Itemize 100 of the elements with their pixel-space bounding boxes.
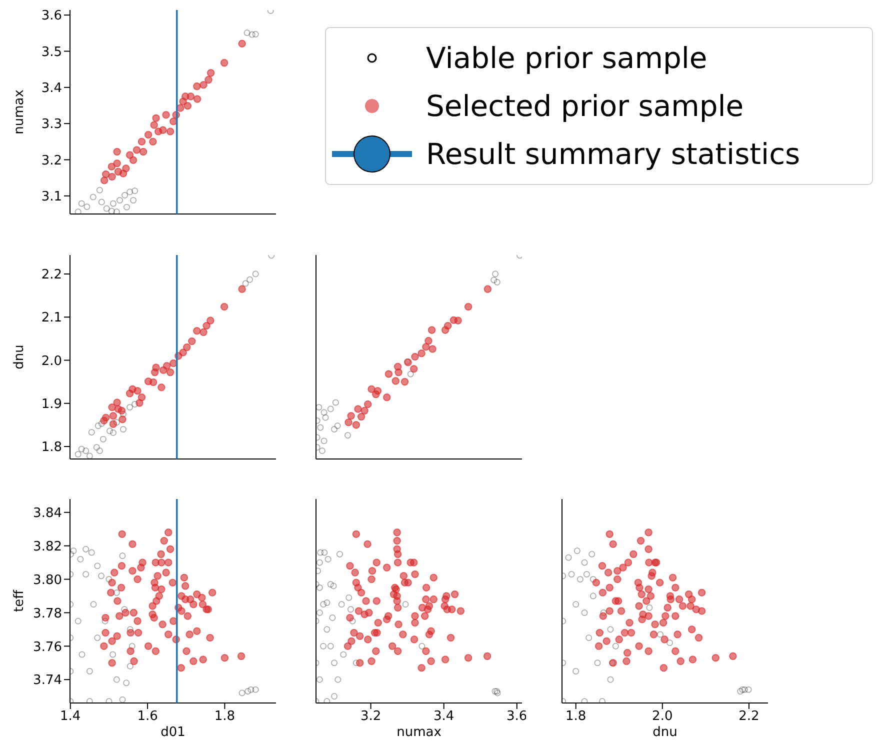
y-axis-title: dnu — [12, 344, 27, 370]
point — [162, 110, 170, 119]
y-tick-label: 3.82 — [33, 539, 62, 554]
point — [484, 285, 492, 293]
y-tick-label: 2.1 — [41, 310, 62, 326]
point — [364, 400, 372, 408]
point — [357, 412, 366, 421]
point — [102, 414, 110, 422]
point — [220, 302, 228, 311]
x-tick-label: 1.8 — [214, 709, 236, 724]
point — [384, 370, 393, 378]
point — [444, 322, 452, 330]
y-tick-label: 3.6 — [41, 8, 62, 24]
point — [122, 164, 130, 172]
point — [238, 285, 246, 293]
point — [193, 95, 202, 103]
x-axis-title: d01 — [160, 725, 186, 740]
point — [132, 146, 141, 154]
point — [206, 69, 215, 77]
point — [344, 418, 352, 426]
y-axis-title: teff — [12, 590, 27, 612]
point — [374, 386, 382, 395]
x-tick-label: 3.4 — [433, 709, 454, 724]
point — [428, 326, 436, 334]
y-tick-label: 1.8 — [41, 440, 62, 456]
point — [158, 384, 166, 392]
point — [166, 128, 174, 136]
point — [102, 170, 110, 178]
point — [182, 343, 191, 352]
x-tick-label: 3.6 — [506, 709, 528, 724]
point — [138, 138, 146, 146]
point — [411, 352, 419, 361]
x-tick-label: 1.6 — [137, 709, 158, 724]
x-tick-label: 3.2 — [360, 709, 382, 724]
point — [149, 378, 158, 386]
x-tick-label: 2.0 — [652, 709, 673, 724]
point — [150, 121, 158, 129]
point — [134, 386, 142, 395]
point — [206, 316, 214, 324]
point — [113, 159, 121, 168]
x-tick-label: 1.8 — [566, 709, 586, 724]
point — [179, 348, 187, 356]
point — [202, 322, 210, 330]
point — [152, 364, 160, 372]
point — [464, 302, 472, 311]
point — [193, 327, 201, 335]
point — [109, 420, 118, 428]
point — [352, 421, 360, 429]
point — [193, 82, 201, 90]
x-axis-title: numax — [396, 725, 442, 740]
point — [382, 393, 391, 402]
point — [204, 76, 212, 84]
y-tick-label: 3.4 — [41, 81, 62, 96]
point — [238, 40, 246, 48]
y-tick-label: 1.9 — [41, 396, 62, 412]
point — [113, 398, 121, 406]
point — [188, 337, 196, 346]
y-tick-label: 3.5 — [41, 44, 62, 60]
point — [400, 378, 409, 386]
y-tick-label: 3.3 — [41, 117, 62, 132]
y-tick-label: 2.0 — [41, 354, 62, 369]
point — [354, 405, 362, 413]
x-axis-title: dnu — [652, 725, 678, 740]
y-tick-label: 3.2 — [41, 153, 62, 168]
y-tick-label: 3.74 — [33, 673, 62, 688]
point — [454, 316, 462, 324]
point — [139, 148, 148, 156]
point — [347, 412, 355, 420]
point — [428, 345, 436, 353]
point — [200, 80, 208, 89]
point — [418, 349, 426, 358]
point — [360, 406, 368, 415]
point — [113, 148, 121, 156]
point — [184, 102, 192, 110]
point — [200, 328, 208, 336]
x-tick-label: 1.4 — [60, 709, 81, 724]
point — [424, 336, 432, 345]
point — [166, 368, 174, 376]
legend-label: Selected prior sample — [426, 89, 744, 123]
point — [392, 377, 400, 385]
x-tick-label: 2.2 — [738, 709, 760, 724]
point — [109, 412, 118, 420]
point — [108, 172, 116, 181]
point — [136, 399, 144, 407]
point — [394, 368, 402, 376]
point — [129, 156, 138, 164]
point — [159, 126, 167, 134]
point — [118, 406, 126, 415]
point — [149, 138, 157, 146]
y-tick-label: 3.84 — [33, 506, 62, 521]
y-tick-label: 3.78 — [33, 606, 62, 622]
point — [152, 114, 160, 122]
point — [144, 130, 152, 139]
y-tick-label: 2.2 — [41, 268, 62, 283]
y-tick-label: 3.80 — [33, 572, 62, 588]
point — [220, 58, 228, 67]
legend-label: Viable prior sample — [426, 41, 708, 75]
y-axis-title: numax — [12, 90, 27, 134]
point — [162, 362, 171, 370]
y-tick-label: 3.1 — [41, 190, 62, 205]
